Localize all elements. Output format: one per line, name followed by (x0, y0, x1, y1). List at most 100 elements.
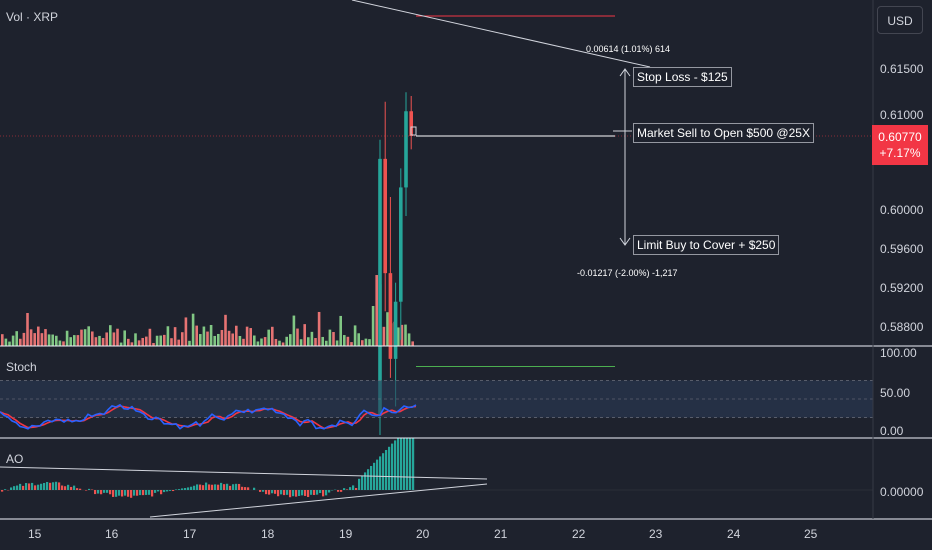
volume-bar (271, 326, 274, 346)
ao-bar (175, 489, 178, 490)
candle-body (399, 187, 403, 302)
ao-bar (346, 489, 349, 490)
limit-buy-label[interactable]: Limit Buy to Cover + $250 (633, 235, 780, 255)
ao-bar (388, 446, 391, 490)
ao-bar (37, 484, 40, 490)
ao-bar (262, 490, 265, 492)
volume-bar (292, 315, 296, 346)
volume-bar (159, 335, 162, 346)
ao-bar (385, 450, 388, 490)
ao-bar (232, 484, 235, 490)
ao-bar (238, 483, 241, 490)
ao-bar (325, 490, 328, 496)
stoch-band (0, 380, 873, 418)
ao-bar (337, 490, 340, 492)
ao-bar (292, 490, 295, 497)
ao-bar (109, 490, 112, 495)
ao-tick: 0.00000 (880, 485, 924, 499)
volume-bar (109, 325, 112, 346)
market-sell-label[interactable]: Market Sell to Open $500 @25X (633, 123, 814, 143)
ao-bar (46, 481, 49, 490)
stoch-tick: 0.00 (880, 424, 904, 438)
volume-bar (357, 333, 360, 346)
ao-bar (142, 490, 145, 496)
stoch-label: Stoch (6, 360, 37, 374)
volume-bar (181, 332, 184, 346)
ao-bar (412, 438, 415, 490)
volume-bar (73, 335, 76, 346)
ao-bar (394, 440, 397, 490)
ao-bar (61, 485, 64, 490)
ao-bar (1, 490, 4, 492)
volume-bar (303, 324, 306, 346)
stop-loss-label[interactable]: Stop Loss - $125 (633, 67, 732, 87)
ao-bar (178, 489, 181, 490)
measure-down-label: -0.01217 (-2.00%) -1,217 (577, 268, 678, 278)
volume-bar (145, 336, 148, 346)
ao-bar (376, 459, 379, 490)
ao-bar (286, 490, 289, 495)
ao-bar (118, 490, 121, 496)
volume-bar (184, 317, 188, 346)
ao-bar (58, 482, 61, 490)
volume-bar (260, 338, 263, 346)
volume-bar (98, 335, 101, 346)
volume-bar (37, 326, 40, 346)
ao-bar (19, 483, 22, 490)
volume-bar (242, 338, 245, 346)
ao-label: AO (6, 452, 24, 466)
ao-bar (4, 489, 7, 490)
axes (0, 0, 932, 520)
ao-bar (139, 490, 142, 496)
ao-bar (199, 484, 202, 490)
price-tick: 0.60000 (880, 203, 924, 217)
ao-bar (31, 482, 34, 490)
volume-bar (62, 341, 65, 346)
ao-bar (115, 490, 118, 497)
ao-bar (166, 490, 169, 492)
volume-bar (206, 331, 209, 346)
volume-bar (137, 340, 141, 346)
ao-bar (55, 481, 58, 490)
ao-bar (379, 456, 382, 490)
volume-bar (227, 330, 231, 346)
volume-bar (58, 340, 62, 346)
ao-bar (217, 484, 220, 490)
volume-bar (65, 330, 69, 346)
candle-body (378, 158, 382, 416)
ao-bar (391, 443, 394, 490)
volume-bar (386, 312, 389, 346)
volume-bar (40, 333, 44, 346)
ao-bar (106, 490, 109, 493)
volume-bar (166, 326, 170, 346)
entry-marker (410, 126, 417, 136)
ao-bar (214, 484, 217, 490)
arrow-head-down (619, 237, 631, 246)
volume-bar (170, 338, 173, 346)
volume-bar (19, 338, 22, 346)
ao-bar (268, 490, 271, 495)
volume-bar (343, 335, 346, 346)
volume-bar (256, 341, 260, 346)
volume-bar (224, 314, 227, 346)
volume-bar (335, 340, 339, 346)
price-tick: 0.59600 (880, 242, 924, 256)
volume-bar (314, 338, 317, 346)
ao-bar (79, 488, 82, 490)
volume-bar (231, 333, 234, 346)
volume-bar (220, 330, 224, 346)
currency-button[interactable]: USD (877, 6, 923, 34)
volume-bar (22, 332, 26, 346)
ao-bar (52, 482, 55, 490)
volume-bar (278, 340, 281, 346)
volume-bar (299, 339, 303, 346)
volume-bar (361, 340, 364, 346)
volume-bars (1, 275, 414, 346)
volume-bar (307, 337, 310, 346)
volume-bar (44, 329, 47, 346)
ao-bar (10, 487, 13, 490)
series-label: Vol · XRP (6, 10, 59, 24)
ao-bar (361, 475, 364, 490)
ao-bar (145, 490, 148, 495)
